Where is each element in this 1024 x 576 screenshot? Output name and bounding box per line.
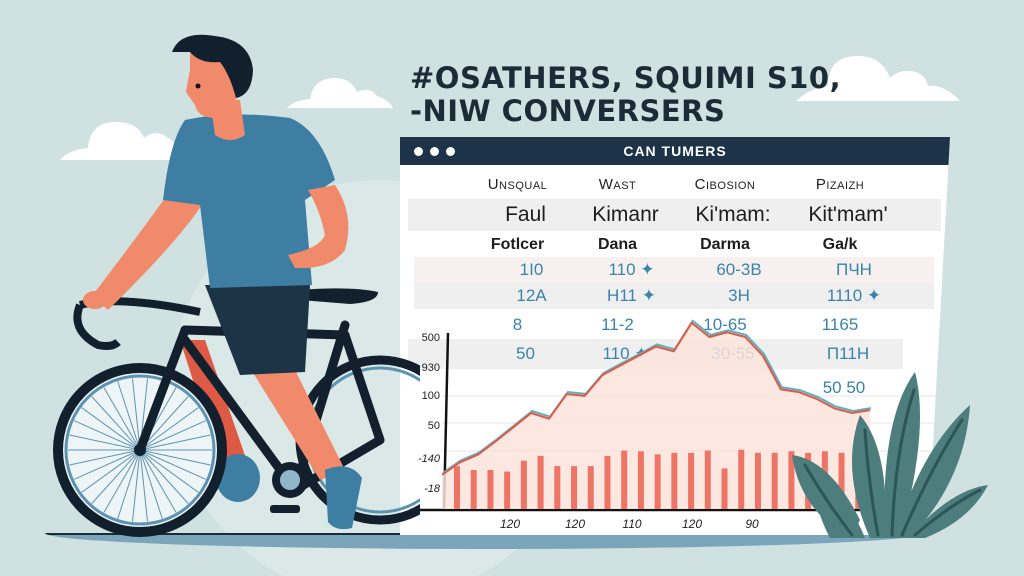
saddle	[300, 288, 378, 304]
table-cell: Π11H	[826, 344, 870, 363]
window-title: CAN TUMERS	[623, 143, 727, 159]
chart-bar	[454, 466, 460, 509]
chart-bar	[754, 452, 761, 509]
headline-line-1: #OSATHERS, SQUIMI S10,	[410, 61, 842, 95]
cloud-icon	[287, 78, 393, 108]
column-header: Unsqual	[487, 175, 548, 193]
front-leg	[245, 360, 345, 480]
front-shoe	[325, 466, 362, 530]
y-tick: -18	[424, 483, 441, 495]
table-cell: 1I0	[519, 260, 544, 279]
chart-annotation: 50 50	[823, 378, 866, 397]
chart-bar	[487, 470, 494, 509]
column-header: Pizaizh	[815, 175, 865, 193]
table-cell: Darma	[700, 236, 750, 253]
table-cell: Kit'mam'	[808, 203, 888, 226]
chart-bar	[621, 450, 628, 509]
chart-bar	[654, 454, 661, 509]
table-cell: 1110 ✦	[826, 286, 882, 305]
table-row: 1I0 110 ✦ 60-3B ΠЧH	[414, 257, 934, 283]
chart-bar	[604, 455, 611, 509]
chart-bar	[554, 466, 561, 509]
table-cell: 110 ✦	[608, 260, 655, 279]
cloud-icon	[796, 56, 960, 101]
table-header-row: Unsqual Wast Cibosion Pizaizh	[400, 171, 950, 197]
chart-bar	[788, 451, 795, 509]
eye	[195, 83, 201, 89]
table-cell: 60-3B	[716, 260, 762, 279]
table-cell: Ki'mam:	[695, 203, 771, 226]
window-close-dot[interactable]	[414, 146, 423, 156]
table-cell: 11-2	[601, 315, 634, 334]
chart-bar	[721, 468, 728, 509]
chart-bar	[738, 449, 745, 509]
window-maximize-dot[interactable]	[446, 146, 455, 156]
window-minimize-dot[interactable]	[430, 146, 439, 156]
table-cell: ΠЧH	[836, 260, 872, 279]
chart-bar	[637, 451, 644, 509]
chart-bar	[704, 450, 711, 509]
chart-bar	[838, 452, 845, 509]
combo-chart: 500 930 100 50 -140 -18 120 120 110 1	[410, 319, 940, 531]
chart-bar	[688, 452, 695, 509]
chart-bar	[504, 471, 511, 509]
x-tick: 110	[622, 517, 641, 531]
shorts	[205, 285, 310, 375]
hair	[172, 34, 253, 98]
chart-bar	[671, 452, 678, 509]
table-cell: Dana	[597, 236, 638, 253]
back-arm	[92, 170, 205, 310]
window-controls	[414, 146, 455, 156]
headline-line-2: -NIW CONVERSERS	[410, 94, 726, 128]
table-cell: Kimanr	[592, 203, 659, 226]
table-cell: 12A	[516, 286, 547, 305]
front-arm	[288, 185, 349, 269]
column-header: Wast	[598, 175, 637, 193]
x-tick: 120	[565, 517, 585, 531]
y-tick: 50	[428, 420, 440, 432]
x-tick: 120	[500, 517, 520, 531]
table-cell: Fotlcer	[490, 236, 545, 253]
y-tick: -140	[418, 453, 441, 465]
plant-icon	[792, 372, 988, 538]
table-row: Faul Kimanr Ki'mam: Kit'mam'	[408, 199, 941, 231]
table-cell: 3H	[728, 286, 750, 305]
table-row: 12A H11 ✦ 3H 1110 ✦	[414, 283, 934, 309]
chart-bar	[571, 466, 578, 509]
table-row: Fotlcer Dana Darma Ga/k	[400, 233, 950, 257]
y-tick: 500	[422, 332, 440, 344]
chart-bar	[470, 470, 477, 509]
table-cell: 50	[516, 344, 535, 363]
table-cell: 10-65	[703, 315, 747, 334]
cloud-icon	[60, 122, 188, 160]
t-shirt	[163, 114, 335, 288]
column-header: Cibosion	[694, 175, 756, 193]
table-cell: H11 ✦	[607, 286, 656, 305]
chart-bar	[587, 466, 594, 509]
back-shoe	[216, 454, 260, 502]
chart-bar	[771, 452, 778, 509]
window-titlebar: CAN TUMERS	[400, 137, 950, 165]
table-row: 8 11-2 10-65 1165	[400, 312, 950, 338]
x-tick: 90	[745, 517, 759, 531]
table-cell: Ga/k	[822, 236, 858, 253]
table-cell: 8	[512, 315, 523, 334]
x-tick: 120	[682, 517, 702, 531]
cyclist-illustration	[53, 34, 420, 537]
headline: #OSATHERS, SQUIMI S10, -NIW CONVERSERS	[410, 62, 841, 128]
chart-bar	[537, 455, 544, 509]
table-cell: 1165	[821, 315, 859, 334]
y-tick: 930	[422, 362, 440, 374]
table-cell: Faul	[505, 203, 546, 226]
chart-bar	[520, 460, 527, 509]
y-tick: 100	[422, 390, 440, 402]
